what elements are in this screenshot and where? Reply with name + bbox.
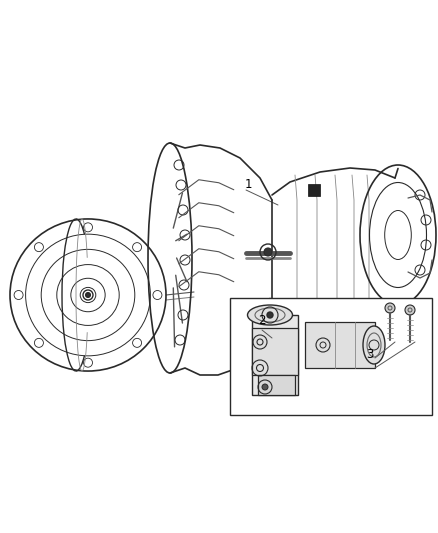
Text: 2: 2 bbox=[258, 314, 266, 327]
Circle shape bbox=[262, 384, 268, 390]
Polygon shape bbox=[258, 375, 295, 395]
Circle shape bbox=[267, 312, 273, 318]
Ellipse shape bbox=[247, 305, 293, 325]
Circle shape bbox=[385, 303, 395, 313]
Polygon shape bbox=[305, 322, 375, 368]
Circle shape bbox=[86, 293, 90, 297]
Polygon shape bbox=[252, 315, 298, 395]
Polygon shape bbox=[252, 328, 298, 375]
Bar bbox=[308, 184, 320, 196]
Bar bbox=[230, 298, 432, 415]
Ellipse shape bbox=[363, 326, 385, 364]
Text: 3: 3 bbox=[366, 349, 374, 361]
Text: 1: 1 bbox=[244, 179, 252, 191]
Circle shape bbox=[264, 248, 272, 256]
Circle shape bbox=[405, 305, 415, 315]
